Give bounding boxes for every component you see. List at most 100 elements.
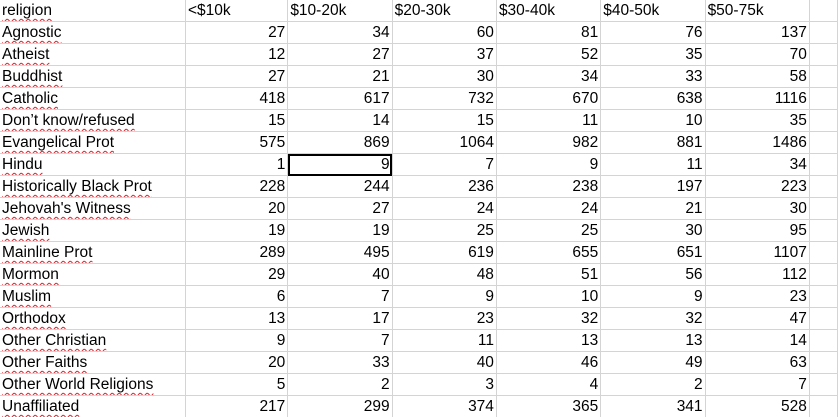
- value-cell[interactable]: 37: [392, 43, 497, 66]
- value-cell[interactable]: 418: [185, 87, 289, 110]
- value-cell[interactable]: 27: [287, 197, 393, 220]
- value-cell[interactable]: 35: [600, 43, 706, 66]
- value-cell[interactable]: 4: [496, 373, 602, 396]
- empty-cell[interactable]: [809, 109, 838, 132]
- fill-handle[interactable]: [389, 173, 392, 175]
- religion-cell[interactable]: Evangelical Prot: [0, 131, 186, 154]
- value-cell[interactable]: 35: [705, 109, 810, 132]
- value-cell[interactable]: 9: [392, 285, 497, 308]
- value-cell[interactable]: 982: [496, 131, 602, 154]
- value-cell[interactable]: 40: [392, 351, 497, 374]
- value-cell[interactable]: 14: [705, 329, 810, 352]
- value-cell[interactable]: 3: [392, 373, 497, 396]
- header-cell[interactable]: $20-30k: [392, 0, 497, 22]
- religion-cell[interactable]: Jehovah's Witness: [0, 197, 186, 220]
- value-cell[interactable]: 374: [392, 395, 497, 417]
- value-cell[interactable]: 25: [392, 219, 497, 242]
- value-cell[interactable]: 25: [496, 219, 602, 242]
- header-cell[interactable]: $40-50k: [600, 0, 706, 22]
- header-cell[interactable]: $30-40k: [496, 0, 602, 22]
- value-cell[interactable]: 617: [287, 87, 393, 110]
- empty-cell[interactable]: [809, 43, 838, 66]
- empty-cell[interactable]: [809, 395, 838, 417]
- value-cell[interactable]: 12: [185, 43, 289, 66]
- value-cell[interactable]: 95: [705, 219, 810, 242]
- value-cell[interactable]: 34: [496, 65, 602, 88]
- empty-cell[interactable]: [809, 175, 838, 198]
- religion-cell[interactable]: Catholic: [0, 87, 186, 110]
- value-cell[interactable]: 9: [496, 153, 602, 176]
- value-cell[interactable]: 881: [600, 131, 706, 154]
- religion-cell[interactable]: Agnostic: [0, 21, 186, 44]
- religion-cell[interactable]: Mormon: [0, 263, 186, 286]
- value-cell[interactable]: 289: [185, 241, 289, 264]
- selected-cell[interactable]: 9: [287, 153, 393, 176]
- religion-cell[interactable]: Other Faiths: [0, 351, 186, 374]
- value-cell[interactable]: 29: [185, 263, 289, 286]
- value-cell[interactable]: 27: [185, 65, 289, 88]
- value-cell[interactable]: 137: [705, 21, 810, 44]
- value-cell[interactable]: 217: [185, 395, 289, 417]
- value-cell[interactable]: 223: [705, 175, 810, 198]
- value-cell[interactable]: 236: [392, 175, 497, 198]
- value-cell[interactable]: 7: [287, 285, 393, 308]
- empty-cell[interactable]: [809, 87, 838, 110]
- value-cell[interactable]: 112: [705, 263, 810, 286]
- value-cell[interactable]: 34: [705, 153, 810, 176]
- header-cell[interactable]: $50-75k: [705, 0, 810, 22]
- value-cell[interactable]: 34: [287, 21, 393, 44]
- value-cell[interactable]: 6: [185, 285, 289, 308]
- empty-cell[interactable]: [809, 307, 838, 330]
- empty-cell[interactable]: [809, 21, 838, 44]
- value-cell[interactable]: 1116: [705, 87, 810, 110]
- empty-cell[interactable]: [809, 0, 838, 22]
- empty-cell[interactable]: [809, 263, 838, 286]
- value-cell[interactable]: 228: [185, 175, 289, 198]
- value-cell[interactable]: 13: [496, 329, 602, 352]
- religion-cell[interactable]: Hindu: [0, 153, 186, 176]
- value-cell[interactable]: 30: [600, 219, 706, 242]
- value-cell[interactable]: 341: [600, 395, 706, 417]
- value-cell[interactable]: 63: [705, 351, 810, 374]
- value-cell[interactable]: 23: [392, 307, 497, 330]
- value-cell[interactable]: 9: [600, 285, 706, 308]
- value-cell[interactable]: 7: [287, 329, 393, 352]
- religion-cell[interactable]: Mainline Prot: [0, 241, 186, 264]
- value-cell[interactable]: 30: [392, 65, 497, 88]
- value-cell[interactable]: 5: [185, 373, 289, 396]
- empty-cell[interactable]: [809, 131, 838, 154]
- value-cell[interactable]: 1107: [705, 241, 810, 264]
- value-cell[interactable]: 2: [600, 373, 706, 396]
- empty-cell[interactable]: [809, 65, 838, 88]
- value-cell[interactable]: 33: [600, 65, 706, 88]
- value-cell[interactable]: 70: [705, 43, 810, 66]
- empty-cell[interactable]: [809, 373, 838, 396]
- value-cell[interactable]: 9: [185, 329, 289, 352]
- value-cell[interactable]: 732: [392, 87, 497, 110]
- value-cell[interactable]: 60: [392, 21, 497, 44]
- value-cell[interactable]: 244: [287, 175, 393, 198]
- value-cell[interactable]: 32: [496, 307, 602, 330]
- value-cell[interactable]: 76: [600, 21, 706, 44]
- empty-cell[interactable]: [809, 351, 838, 374]
- value-cell[interactable]: 11: [496, 109, 602, 132]
- value-cell[interactable]: 197: [600, 175, 706, 198]
- value-cell[interactable]: 528: [705, 395, 810, 417]
- value-cell[interactable]: 638: [600, 87, 706, 110]
- value-cell[interactable]: 17: [287, 307, 393, 330]
- value-cell[interactable]: 27: [185, 21, 289, 44]
- religion-cell[interactable]: Atheist: [0, 43, 186, 66]
- value-cell[interactable]: 33: [287, 351, 393, 374]
- value-cell[interactable]: 27: [287, 43, 393, 66]
- value-cell[interactable]: 20: [185, 351, 289, 374]
- value-cell[interactable]: 495: [287, 241, 393, 264]
- value-cell[interactable]: 238: [496, 175, 602, 198]
- value-cell[interactable]: 651: [600, 241, 706, 264]
- value-cell[interactable]: 58: [705, 65, 810, 88]
- value-cell[interactable]: 670: [496, 87, 602, 110]
- value-cell[interactable]: 299: [287, 395, 393, 417]
- value-cell[interactable]: 10: [496, 285, 602, 308]
- value-cell[interactable]: 51: [496, 263, 602, 286]
- value-cell[interactable]: 619: [392, 241, 497, 264]
